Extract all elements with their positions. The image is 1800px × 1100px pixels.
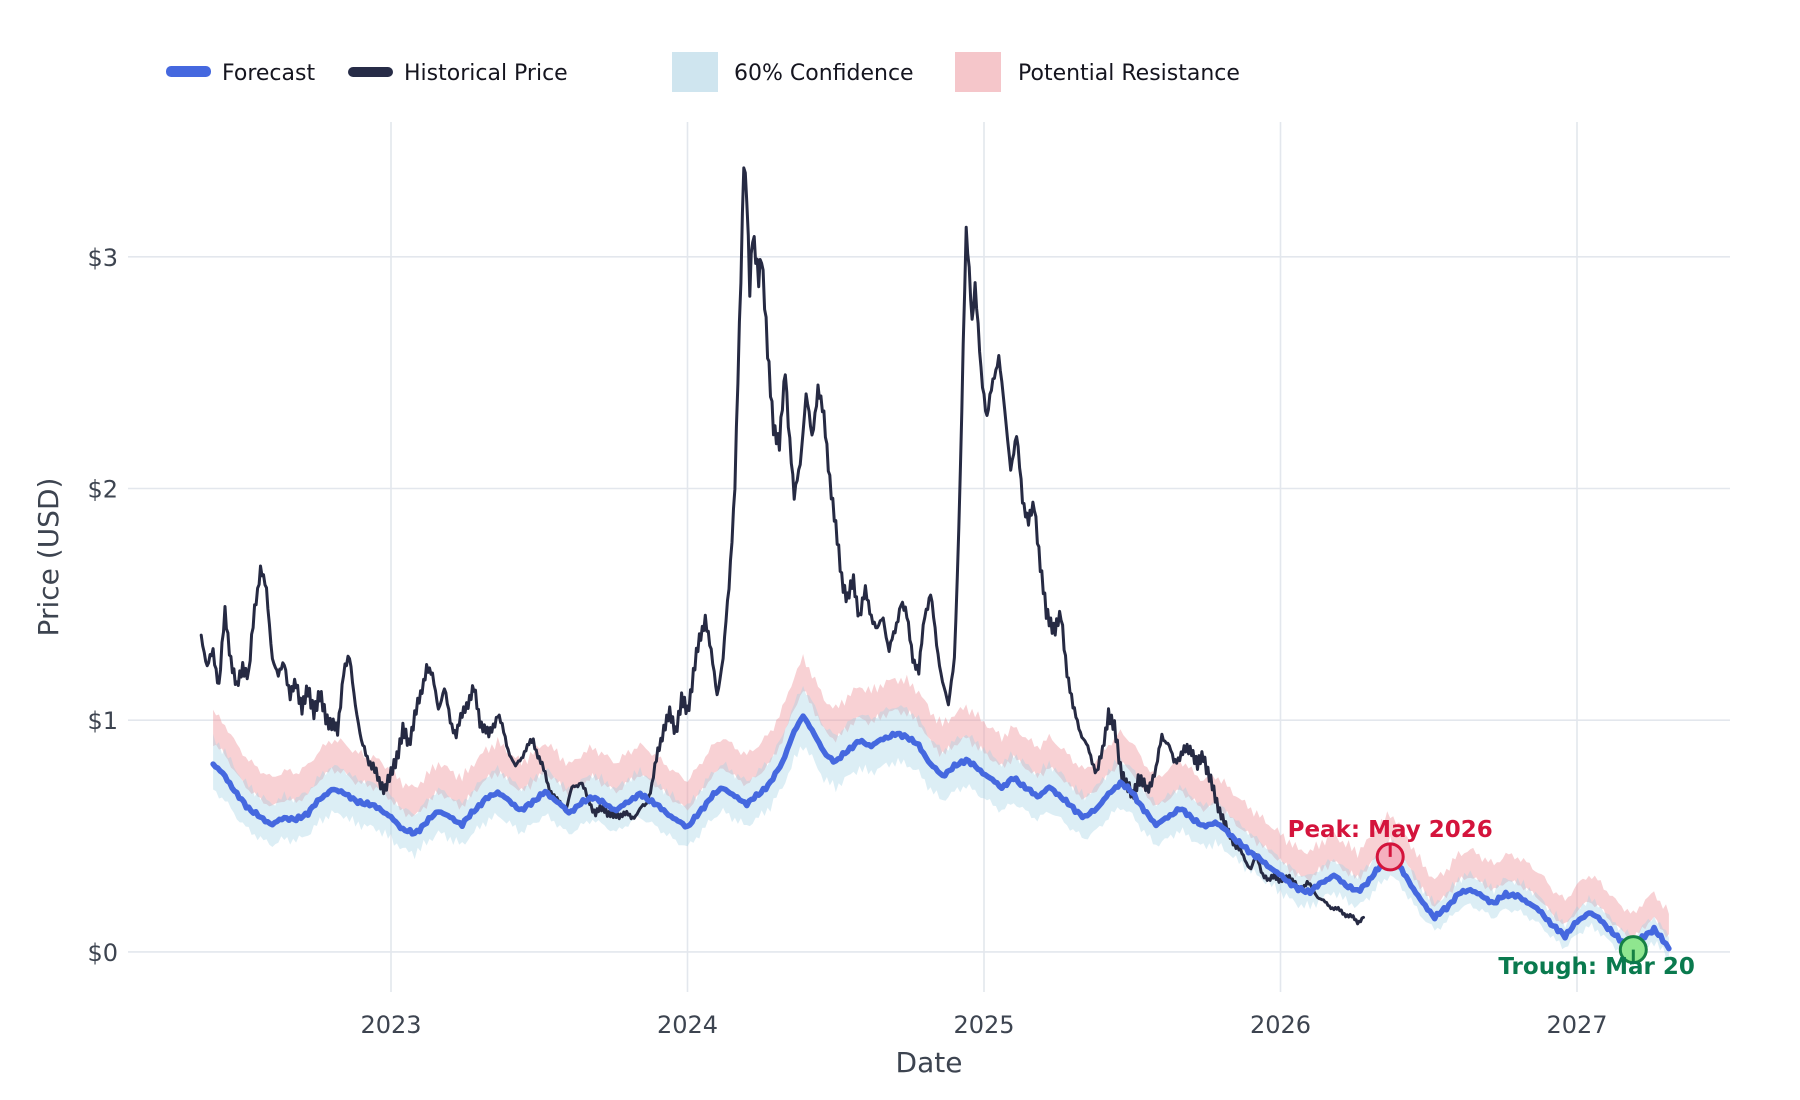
y-tick-label-0: $0: [87, 939, 118, 967]
legend-label-historical: Historical Price: [404, 61, 568, 86]
legend-label-forecast: Forecast: [222, 61, 315, 86]
historical-price-line: [199, 166, 1365, 926]
y-tick-label-1: $1: [87, 707, 118, 735]
forecast-line: [210, 713, 1672, 954]
legend-item-forecast: Forecast: [166, 61, 315, 86]
grid-lines: [128, 122, 1730, 992]
x-tick-label-2023: 2023: [360, 1011, 421, 1039]
peak-marker: [1375, 842, 1405, 872]
legend-label-confidence: 60% Confidence: [734, 61, 914, 86]
confidence-patch-swatch: [672, 52, 718, 92]
potential-resistance-band: [213, 654, 1669, 942]
peak-annotation-label: Peak: May 2026: [1288, 817, 1493, 843]
legend-item-confidence: 60% Confidence: [672, 52, 914, 92]
legend-item-resistance: Potential Resistance: [955, 52, 1240, 92]
x-tick-label-2026: 2026: [1250, 1011, 1311, 1039]
x-tick-label-2025: 2025: [953, 1011, 1014, 1039]
x-tick-label-2024: 2024: [657, 1011, 718, 1039]
trough-marker: [1618, 935, 1648, 965]
plot-area: [128, 122, 1730, 992]
y-tick-label-3: $3: [87, 244, 118, 272]
legend-label-resistance: Potential Resistance: [1018, 61, 1240, 86]
trough-annotation-label: Trough: Mar 20: [1498, 954, 1695, 980]
legend: Forecast Historical Price 60% Confidence…: [166, 52, 1240, 92]
x-axis-title: Date: [896, 1046, 963, 1079]
historical-line-swatch: [348, 67, 393, 77]
confidence-band: [213, 685, 1669, 966]
y-tick-label-2: $2: [87, 476, 118, 504]
forecast-line-swatch: [166, 66, 211, 77]
resistance-patch-swatch: [955, 52, 1001, 92]
legend-item-historical: Historical Price: [348, 61, 568, 86]
x-tick-label-2027: 2027: [1546, 1011, 1607, 1039]
y-axis-title: Price (USD): [32, 478, 65, 637]
